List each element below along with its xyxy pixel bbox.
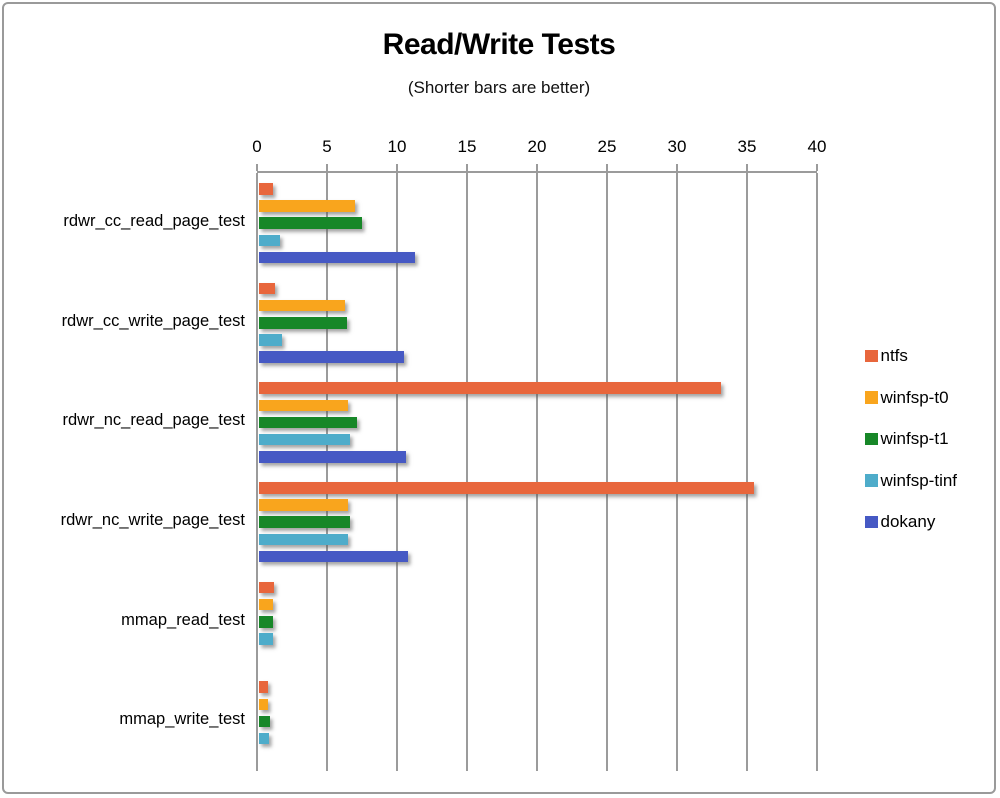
axis-tick-mark [606,164,608,171]
legend-swatch-winfsp-tinf [865,474,878,487]
bar-dokany [258,550,409,563]
bar-winfsp-t0 [258,598,273,611]
legend-label: winfsp-t0 [880,387,949,407]
x-tick-label: 30 [667,137,687,156]
gridline [606,173,608,771]
x-tick-label: 25 [597,137,617,156]
legend-item-winfsp-t0: winfsp-t0 [865,387,957,409]
bar-winfsp-t1 [258,317,347,329]
axis-tick-mark [746,164,748,171]
legend-swatch-dokany [865,515,878,529]
legend-swatch-winfsp-t1 [865,432,878,446]
x-tick-label: 15 [457,137,477,156]
bar-ntfs [258,681,269,693]
gridline [816,173,818,771]
bar-ntfs [258,382,721,394]
axis-tick-mark [536,164,538,171]
bar-winfsp-tinf [258,433,350,446]
x-tick-label: 10 [387,137,407,156]
category-label: rdwr_cc_read_page_test [63,212,245,231]
bar-winfsp-t1 [258,516,350,528]
bar-winfsp-tinf [258,633,273,645]
bar-ntfs [258,183,273,195]
bar-winfsp-tinf [258,732,269,745]
gridline [536,173,538,771]
gridline [326,173,328,771]
legend-item-ntfs: ntfs [865,345,957,367]
bar-ntfs [258,482,755,494]
axis-tick-mark [466,164,468,171]
gridline [466,173,468,771]
chart-title: Read/Write Tests [382,28,616,61]
x-tick-label: 0 [252,137,262,156]
legend-label: dokany [880,512,936,531]
plot-area: 0 5 10 15 20 25 30 35 40 [252,137,826,771]
gridline [746,173,748,771]
gridline [256,173,258,771]
bar-winfsp-t0 [258,299,346,312]
bar-dokany [258,451,406,463]
x-tick-label: 35 [737,137,757,156]
legend-item-dokany: dokany [865,511,957,533]
bar-ntfs [258,581,274,594]
x-tick-label: 5 [322,137,332,156]
legend-item-winfsp-tinf: winfsp-tinf [865,470,957,492]
bar-winfsp-t0 [258,698,269,711]
legend-swatch-ntfs [865,349,878,363]
bar-winfsp-t0 [258,399,349,412]
gridline [396,173,398,771]
category-label: mmap_write_test [119,710,245,729]
legend-label: winfsp-tinf [880,470,958,490]
bar-winfsp-t1 [258,416,357,429]
x-tick-label: 20 [527,137,547,156]
bar-dokany [258,351,405,363]
bar-winfsp-t0 [258,499,349,511]
bar-winfsp-tinf [258,234,280,247]
legend-item-winfsp-t1: winfsp-t1 [865,428,957,450]
bar-winfsp-tinf [258,533,349,546]
bar-winfsp-t1 [258,217,363,229]
axis-tick-mark [256,164,258,171]
chart-subtitle: (Shorter bars are better) [407,78,591,97]
category-label: rdwr_nc_read_page_test [62,411,245,430]
bar-ntfs [258,282,276,295]
axis-tick-mark [676,164,678,171]
bar-winfsp-t0 [258,200,356,212]
category-label: rdwr_cc_write_page_test [61,311,245,330]
legend-label: ntfs [880,346,908,365]
bar-winfsp-tinf [258,334,283,346]
axis-tick-mark [326,164,328,171]
legend-swatch-winfsp-t0 [865,391,878,404]
bar-dokany [258,251,416,264]
x-tick-label: 40 [807,137,827,156]
bar-winfsp-t1 [258,616,273,628]
legend-label: winfsp-t1 [880,429,949,448]
axis-tick-mark [816,164,818,171]
category-label: mmap_read_test [121,610,245,629]
axis-tick-mark [396,164,398,171]
legend: ntfs winfsp-t0 winfsp-t1 winfsp-tinf dokany [865,345,957,553]
category-label: rdwr_nc_write_page_test [60,511,245,530]
bar-winfsp-t1 [258,715,271,728]
gridline [676,173,678,771]
